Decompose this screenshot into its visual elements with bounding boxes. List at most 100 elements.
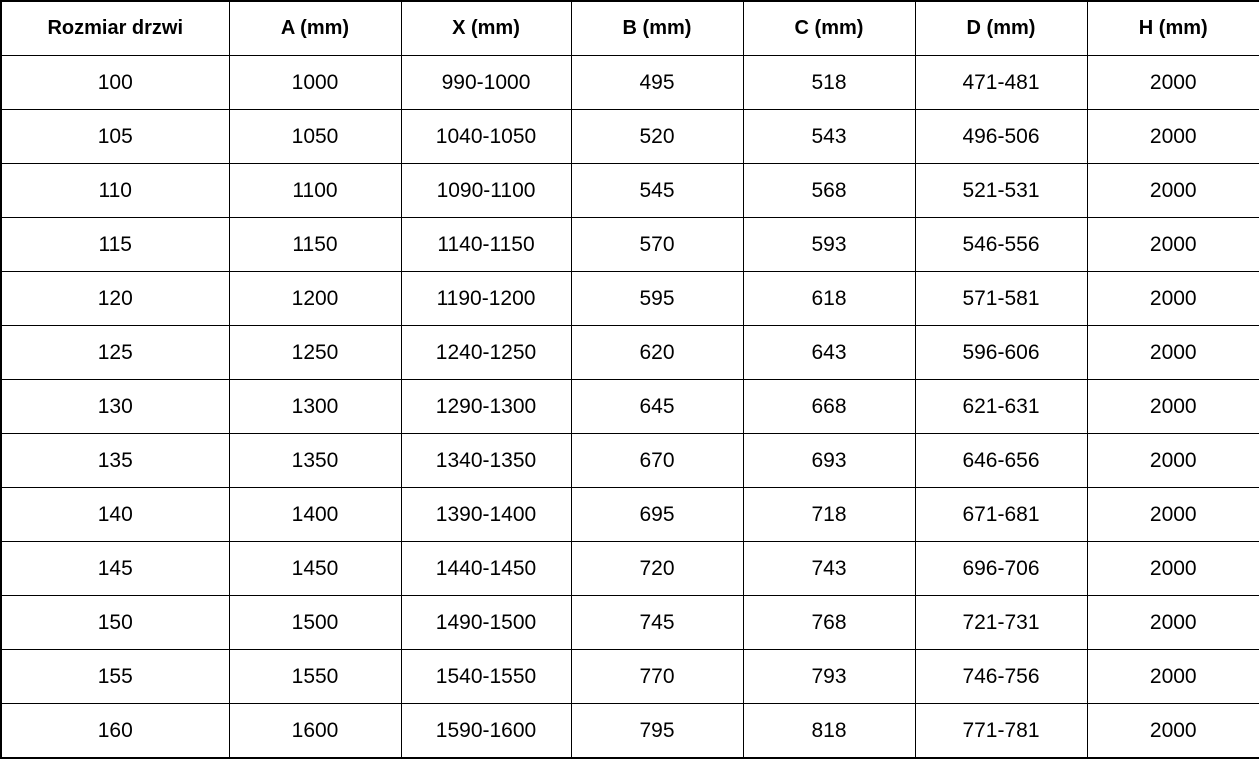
table-cell: 1200 xyxy=(228,271,402,326)
table-cell: 793 xyxy=(742,649,916,704)
table-cell: 1450 xyxy=(228,541,402,596)
table-cell: 150 xyxy=(0,595,230,650)
table-cell: 696-706 xyxy=(914,541,1088,596)
table-cell: 670 xyxy=(570,433,744,488)
table-cell: 1540-1550 xyxy=(400,649,572,704)
table-body: 100 1000 990-1000 495 518 471-481 2000 105 1050 1… xyxy=(0,55,1259,759)
table-cell: 990-1000 xyxy=(400,55,572,110)
table-cell: 621-631 xyxy=(914,379,1088,434)
table-cell: 1600 xyxy=(228,703,402,759)
table-cell: 1000 xyxy=(228,55,402,110)
table-row: 130 1300 1290-1300 645 668 621-631 2000 xyxy=(0,379,1259,434)
table-cell: 120 xyxy=(0,271,230,326)
table-cell: 546-556 xyxy=(914,217,1088,272)
table-row: 160 1600 1590-1600 795 818 771-781 2000 xyxy=(0,703,1259,759)
table-cell: 571-581 xyxy=(914,271,1088,326)
table-cell: 1240-1250 xyxy=(400,325,572,380)
table-cell: 1400 xyxy=(228,487,402,542)
table-cell: 2000 xyxy=(1086,55,1259,110)
table-cell: 646-656 xyxy=(914,433,1088,488)
table-cell: 2000 xyxy=(1086,541,1259,596)
table-cell: 1300 xyxy=(228,379,402,434)
column-header-d-mm: D (mm) xyxy=(914,0,1088,56)
table-row: 150 1500 1490-1500 745 768 721-731 2000 xyxy=(0,595,1259,650)
table-cell: 495 xyxy=(570,55,744,110)
table-cell: 2000 xyxy=(1086,109,1259,164)
table-row: 120 1200 1190-1200 595 618 571-581 2000 xyxy=(0,271,1259,326)
table-cell: 521-531 xyxy=(914,163,1088,218)
table-cell: 668 xyxy=(742,379,916,434)
table-cell: 1090-1100 xyxy=(400,163,572,218)
table-cell: 743 xyxy=(742,541,916,596)
table-cell: 2000 xyxy=(1086,433,1259,488)
table-cell: 1040-1050 xyxy=(400,109,572,164)
table-cell: 745 xyxy=(570,595,744,650)
table-cell: 595 xyxy=(570,271,744,326)
table-cell: 130 xyxy=(0,379,230,434)
table-cell: 2000 xyxy=(1086,487,1259,542)
table-cell: 518 xyxy=(742,55,916,110)
header-row: Rozmiar drzwi A (mm) X (mm) B (mm) C (mm… xyxy=(0,0,1259,56)
table-cell: 671-681 xyxy=(914,487,1088,542)
table-cell: 596-606 xyxy=(914,325,1088,380)
table-cell: 1340-1350 xyxy=(400,433,572,488)
table-cell: 618 xyxy=(742,271,916,326)
table-cell: 2000 xyxy=(1086,703,1259,759)
table-cell: 520 xyxy=(570,109,744,164)
table-cell: 645 xyxy=(570,379,744,434)
table-row: 145 1450 1440-1450 720 743 696-706 2000 xyxy=(0,541,1259,596)
table-header: Rozmiar drzwi A (mm) X (mm) B (mm) C (mm… xyxy=(0,0,1259,56)
table-cell: 155 xyxy=(0,649,230,704)
table-cell: 160 xyxy=(0,703,230,759)
table-cell: 125 xyxy=(0,325,230,380)
table-cell: 746-756 xyxy=(914,649,1088,704)
table-cell: 1350 xyxy=(228,433,402,488)
table-cell: 2000 xyxy=(1086,325,1259,380)
table-cell: 2000 xyxy=(1086,595,1259,650)
table-cell: 1500 xyxy=(228,595,402,650)
table-cell: 115 xyxy=(0,217,230,272)
table-row: 155 1550 1540-1550 770 793 746-756 2000 xyxy=(0,649,1259,704)
table-cell: 620 xyxy=(570,325,744,380)
table-cell: 2000 xyxy=(1086,649,1259,704)
table-cell: 1390-1400 xyxy=(400,487,572,542)
table-cell: 2000 xyxy=(1086,271,1259,326)
column-header-h-mm: H (mm) xyxy=(1086,0,1259,56)
table-cell: 770 xyxy=(570,649,744,704)
table-cell: 105 xyxy=(0,109,230,164)
table-row: 135 1350 1340-1350 670 693 646-656 2000 xyxy=(0,433,1259,488)
table-cell: 1490-1500 xyxy=(400,595,572,650)
table-cell: 145 xyxy=(0,541,230,596)
table-cell: 1150 xyxy=(228,217,402,272)
table-row: 100 1000 990-1000 495 518 471-481 2000 xyxy=(0,55,1259,110)
table-cell: 543 xyxy=(742,109,916,164)
table-cell: 695 xyxy=(570,487,744,542)
table-cell: 135 xyxy=(0,433,230,488)
table-cell: 1440-1450 xyxy=(400,541,572,596)
table-cell: 2000 xyxy=(1086,163,1259,218)
table-cell: 1250 xyxy=(228,325,402,380)
table-cell: 545 xyxy=(570,163,744,218)
table-row: 125 1250 1240-1250 620 643 596-606 2000 xyxy=(0,325,1259,380)
table-cell: 1140-1150 xyxy=(400,217,572,272)
table-cell: 570 xyxy=(570,217,744,272)
table-cell: 568 xyxy=(742,163,916,218)
column-header-a-mm: A (mm) xyxy=(228,0,402,56)
table-cell: 496-506 xyxy=(914,109,1088,164)
column-header-x-mm: X (mm) xyxy=(400,0,572,56)
table-row: 110 1100 1090-1100 545 568 521-531 2000 xyxy=(0,163,1259,218)
table-row: 115 1150 1140-1150 570 593 546-556 2000 xyxy=(0,217,1259,272)
table-cell: 100 xyxy=(0,55,230,110)
table-cell: 471-481 xyxy=(914,55,1088,110)
table-cell: 1050 xyxy=(228,109,402,164)
table-cell: 721-731 xyxy=(914,595,1088,650)
table-cell: 818 xyxy=(742,703,916,759)
table-cell: 1190-1200 xyxy=(400,271,572,326)
table-cell: 771-781 xyxy=(914,703,1088,759)
table-row: 105 1050 1040-1050 520 543 496-506 2000 xyxy=(0,109,1259,164)
table-cell: 768 xyxy=(742,595,916,650)
table-cell: 795 xyxy=(570,703,744,759)
table-cell: 140 xyxy=(0,487,230,542)
